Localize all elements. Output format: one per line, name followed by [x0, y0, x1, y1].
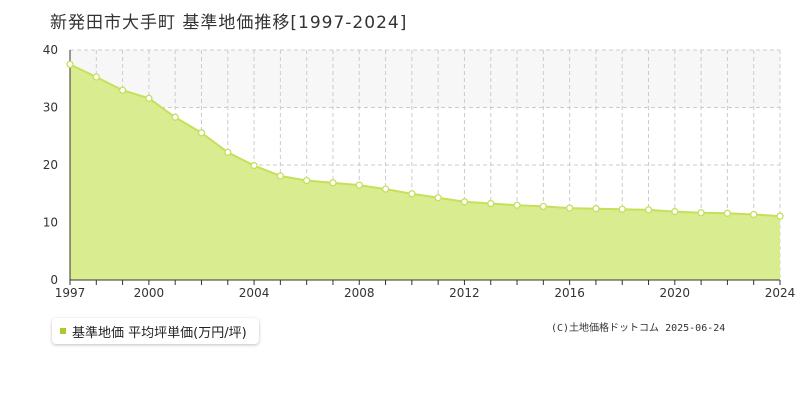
x-tick-label-2000: 2000 — [134, 286, 165, 300]
x-tick-label-2012: 2012 — [449, 286, 480, 300]
data-point-2002 — [197, 129, 206, 137]
data-point-2023 — [750, 210, 758, 219]
data-point-2016 — [565, 204, 574, 212]
chart-title: 新発田市大手町 基準地価推移[1997-2024] — [50, 13, 408, 33]
data-point-2013 — [487, 199, 495, 208]
data-point-2001 — [171, 113, 179, 121]
y-tick-label-20: 20 — [43, 158, 58, 172]
data-point-2003 — [224, 148, 232, 157]
series-area-fill — [70, 64, 780, 280]
data-point-2020 — [671, 207, 679, 216]
legend: 基準地価 平均坪単価(万円/坪) — [52, 318, 259, 344]
data-point-2008 — [355, 181, 363, 189]
data-point-2012 — [460, 198, 469, 206]
data-point-2014 — [513, 201, 521, 209]
data-point-1999 — [118, 86, 127, 94]
legend-label: 基準地価 平均坪単価(万円/坪) — [72, 325, 247, 341]
data-point-2024 — [776, 212, 784, 220]
axes — [69, 50, 781, 285]
x-tick-label-2004: 2004 — [239, 286, 270, 300]
data-point-2000 — [145, 94, 153, 102]
data-point-2011 — [434, 194, 442, 202]
y-tick-label-10: 10 — [43, 216, 58, 230]
x-tick-label-1997: 1997 — [55, 286, 86, 300]
y-tick-label-40: 40 — [43, 43, 58, 57]
data-point-2006 — [303, 176, 311, 185]
alternate-grid-band — [70, 50, 780, 108]
data-point-2004 — [250, 161, 258, 170]
data-point-1997 — [66, 60, 74, 69]
legend-swatch — [60, 328, 66, 334]
data-point-2009 — [381, 185, 390, 193]
x-tick-label-2016: 2016 — [554, 286, 585, 300]
data-point-2010 — [408, 190, 416, 198]
x-tick-label-2024: 2024 — [765, 286, 796, 300]
data-point-2022 — [723, 209, 732, 217]
data-point-2017 — [592, 205, 600, 213]
data-point-2019 — [644, 206, 653, 214]
data-point-2007 — [329, 179, 337, 187]
y-tick-label-0: 0 — [50, 273, 58, 287]
copyright-text: (C)土地価格ドットコム 2025-06-24 — [551, 323, 726, 334]
data-point-1998 — [92, 73, 100, 81]
tick-labels: 0 10 20 30 40 1997 2000 2004 2008 2012 2016 2020 202… — [43, 43, 796, 300]
data-point-2005 — [276, 172, 285, 180]
x-tick-label-2020: 2020 — [660, 286, 691, 300]
data-point-2015 — [539, 202, 547, 211]
y-tick-label-30: 30 — [43, 101, 58, 115]
x-tick-label-2008: 2008 — [344, 286, 375, 300]
series-line — [69, 63, 781, 218]
data-point-2021 — [697, 209, 705, 217]
data-point-2018 — [618, 205, 626, 213]
data-points — [66, 60, 784, 220]
